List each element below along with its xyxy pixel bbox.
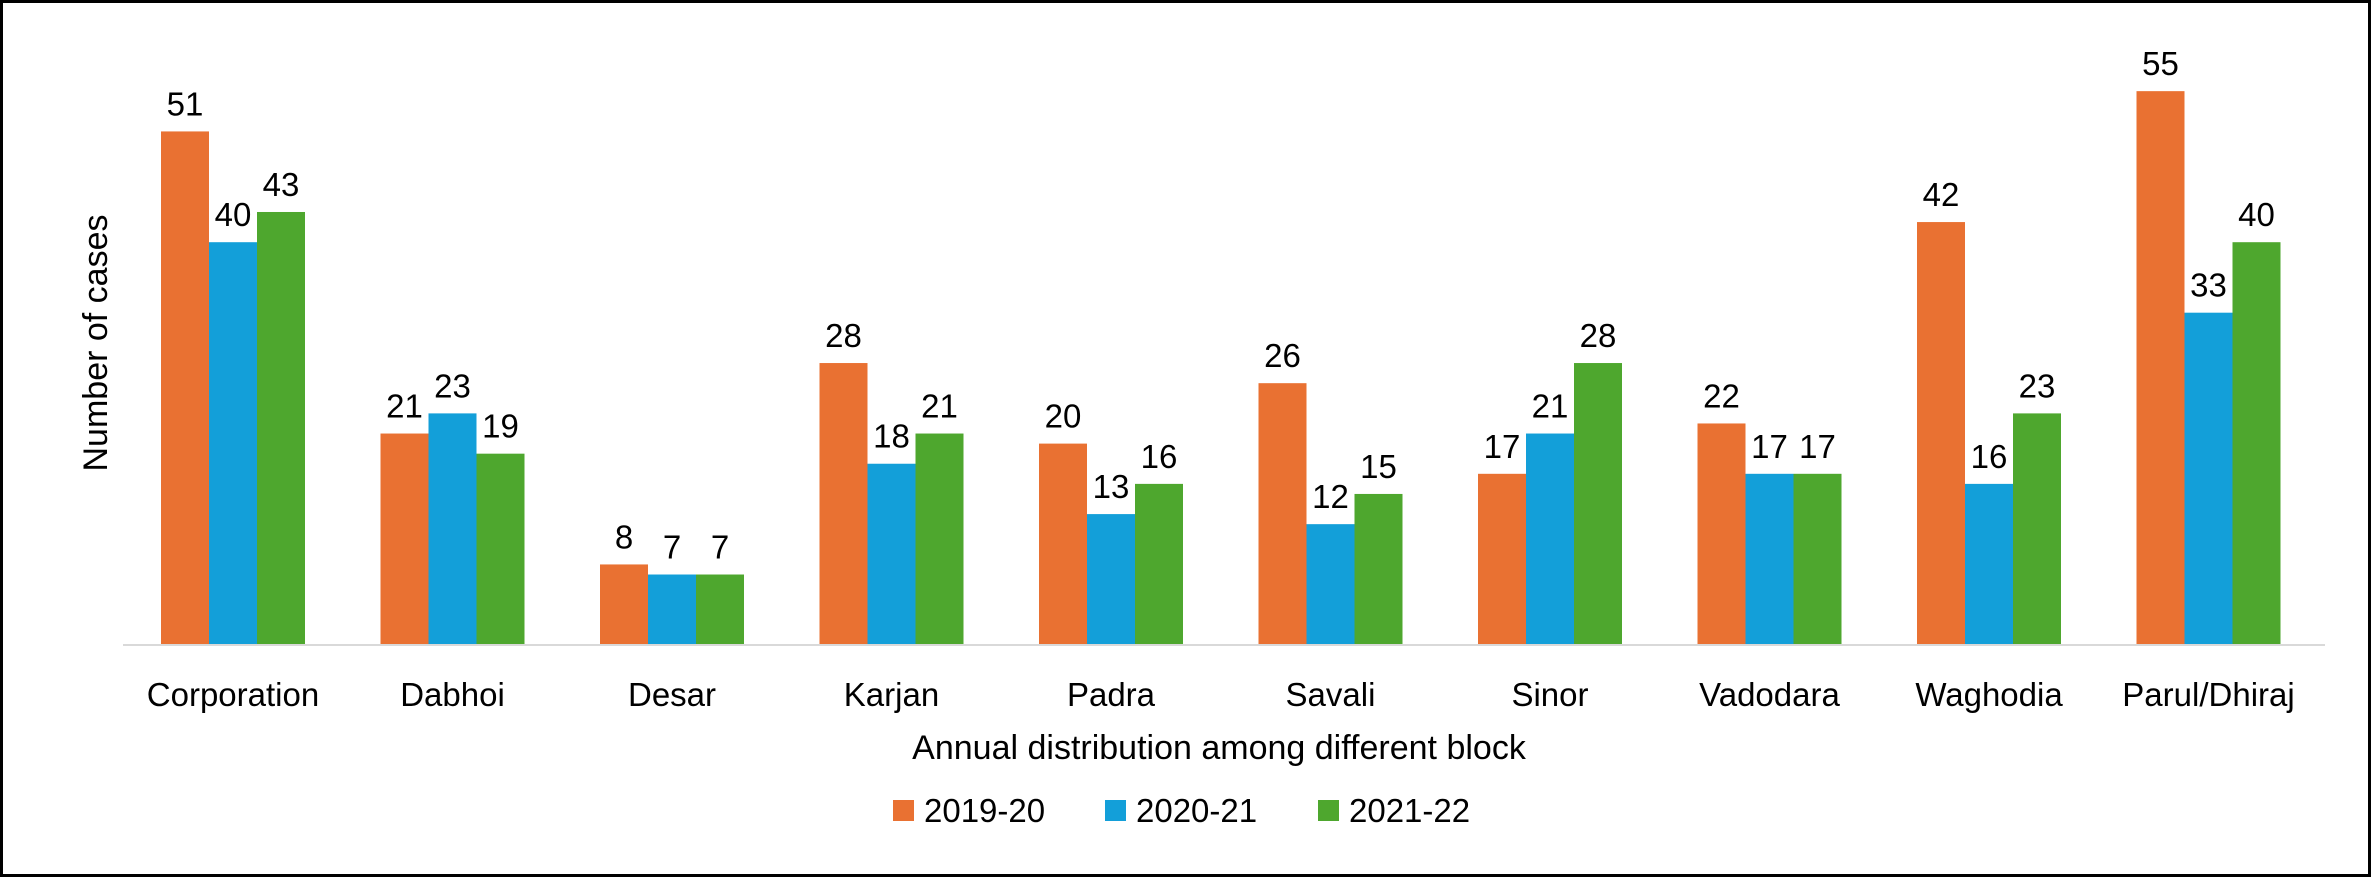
bar-parul-dhiraj-2020-21 [2184, 312, 2233, 645]
data-label-corporation-2020-21: 40 [215, 196, 252, 233]
data-label-padra-2020-21: 13 [1093, 468, 1130, 505]
data-label-karjan-2021-22: 21 [921, 388, 958, 425]
data-label-vadodara-2020-21: 17 [1751, 428, 1788, 465]
bar-vadodara-2021-22 [1793, 473, 1842, 645]
data-label-sinor-2021-22: 28 [1580, 317, 1617, 354]
bar-desar-2020-21 [648, 574, 696, 645]
data-label-parul-dhiraj-2020-21: 33 [2190, 267, 2227, 304]
bar-desar-2019-20 [600, 564, 648, 645]
data-label-sinor-2020-21: 21 [1532, 388, 1569, 425]
data-label-dabhoi-2019-20: 21 [386, 388, 423, 425]
data-label-sinor-2019-20: 17 [1484, 428, 1521, 465]
bar-padra-2019-20 [1039, 443, 1087, 645]
bar-savali-2021-22 [1354, 493, 1403, 645]
category-label-parul-dhiraj: Parul/Dhiraj [2122, 676, 2294, 713]
legend-label-2021-22: 2021-22 [1349, 792, 1470, 829]
bar-savali-2019-20 [1258, 383, 1307, 645]
legend-swatch-2021-22 [1318, 800, 1339, 821]
data-label-vadodara-2021-22: 17 [1799, 428, 1836, 465]
legend-label-2020-21: 2020-21 [1136, 792, 1257, 829]
category-label-savali: Savali [1286, 676, 1376, 713]
bar-corporation-2019-20 [161, 131, 209, 645]
data-label-waghodia-2021-22: 23 [2019, 367, 2056, 404]
bar-padra-2020-21 [1087, 514, 1135, 645]
data-label-desar-2021-22: 7 [711, 529, 729, 566]
bar-padra-2021-22 [1135, 483, 1183, 645]
bar-sinor-2020-21 [1526, 433, 1574, 645]
data-label-corporation-2021-22: 43 [263, 166, 300, 203]
bar-dabhoi-2019-20 [380, 433, 429, 645]
bar-sinor-2019-20 [1478, 473, 1526, 645]
data-label-karjan-2020-21: 18 [873, 418, 910, 455]
data-label-desar-2020-21: 7 [663, 529, 681, 566]
category-labels-layer: Corporation Dabhoi Desar Karjan Padra Savali S… [147, 676, 2295, 713]
category-label-vadodara: Vadodara [1699, 676, 1840, 713]
bar-dabhoi-2020-21 [428, 413, 477, 645]
legend-label-2019-20: 2019-20 [924, 792, 1045, 829]
data-label-dabhoi-2020-21: 23 [434, 367, 471, 404]
data-label-karjan-2019-20: 28 [825, 317, 862, 354]
data-label-parul-dhiraj-2021-22: 40 [2238, 196, 2275, 233]
bar-vadodara-2019-20 [1697, 423, 1746, 645]
bar-karjan-2019-20 [819, 363, 868, 645]
bar-corporation-2021-22 [257, 211, 305, 646]
bars-layer [161, 91, 2281, 646]
category-label-sinor: Sinor [1511, 676, 1588, 713]
bar-karjan-2020-21 [867, 463, 916, 645]
x-axis-title: Annual distribution among different bloc… [912, 729, 1527, 767]
bar-waghodia-2020-21 [1965, 483, 2013, 645]
data-label-desar-2019-20: 8 [615, 518, 633, 555]
legend-swatch-2020-21 [1105, 800, 1126, 821]
category-label-padra: Padra [1067, 676, 1156, 713]
bar-karjan-2021-22 [915, 433, 964, 645]
data-label-padra-2019-20: 20 [1045, 398, 1082, 435]
bar-sinor-2021-22 [1574, 363, 1622, 645]
data-label-padra-2021-22: 16 [1141, 438, 1178, 475]
data-label-savali-2021-22: 15 [1360, 448, 1397, 485]
data-label-parul-dhiraj-2019-20: 55 [2142, 45, 2179, 82]
data-label-corporation-2019-20: 51 [167, 85, 204, 122]
bar-vadodara-2020-21 [1745, 473, 1794, 645]
legend: 2019-20 2020-21 2021-22 [893, 792, 1470, 829]
data-label-vadodara-2019-20: 22 [1703, 377, 1740, 414]
data-label-dabhoi-2021-22: 19 [482, 408, 519, 445]
y-axis-title: Number of cases [77, 215, 115, 472]
category-label-karjan: Karjan [844, 676, 939, 713]
bar-corporation-2020-21 [209, 242, 257, 645]
data-label-savali-2019-20: 26 [1264, 337, 1301, 374]
bar-savali-2020-21 [1306, 524, 1355, 645]
category-label-corporation: Corporation [147, 676, 319, 713]
bar-parul-dhiraj-2019-20 [2136, 91, 2185, 645]
legend-swatch-2019-20 [893, 800, 914, 821]
bar-waghodia-2021-22 [2013, 413, 2061, 645]
category-label-dabhoi: Dabhoi [400, 676, 505, 713]
category-label-desar: Desar [628, 676, 716, 713]
bar-waghodia-2019-20 [1917, 222, 1965, 645]
data-label-waghodia-2020-21: 16 [1971, 438, 2008, 475]
bar-desar-2021-22 [696, 574, 744, 645]
category-label-waghodia: Waghodia [1915, 676, 2063, 713]
data-label-waghodia-2019-20: 42 [1923, 176, 1960, 213]
data-label-savali-2020-21: 12 [1312, 478, 1349, 515]
bar-dabhoi-2021-22 [476, 453, 525, 645]
bar-parul-dhiraj-2021-22 [2232, 242, 2281, 645]
